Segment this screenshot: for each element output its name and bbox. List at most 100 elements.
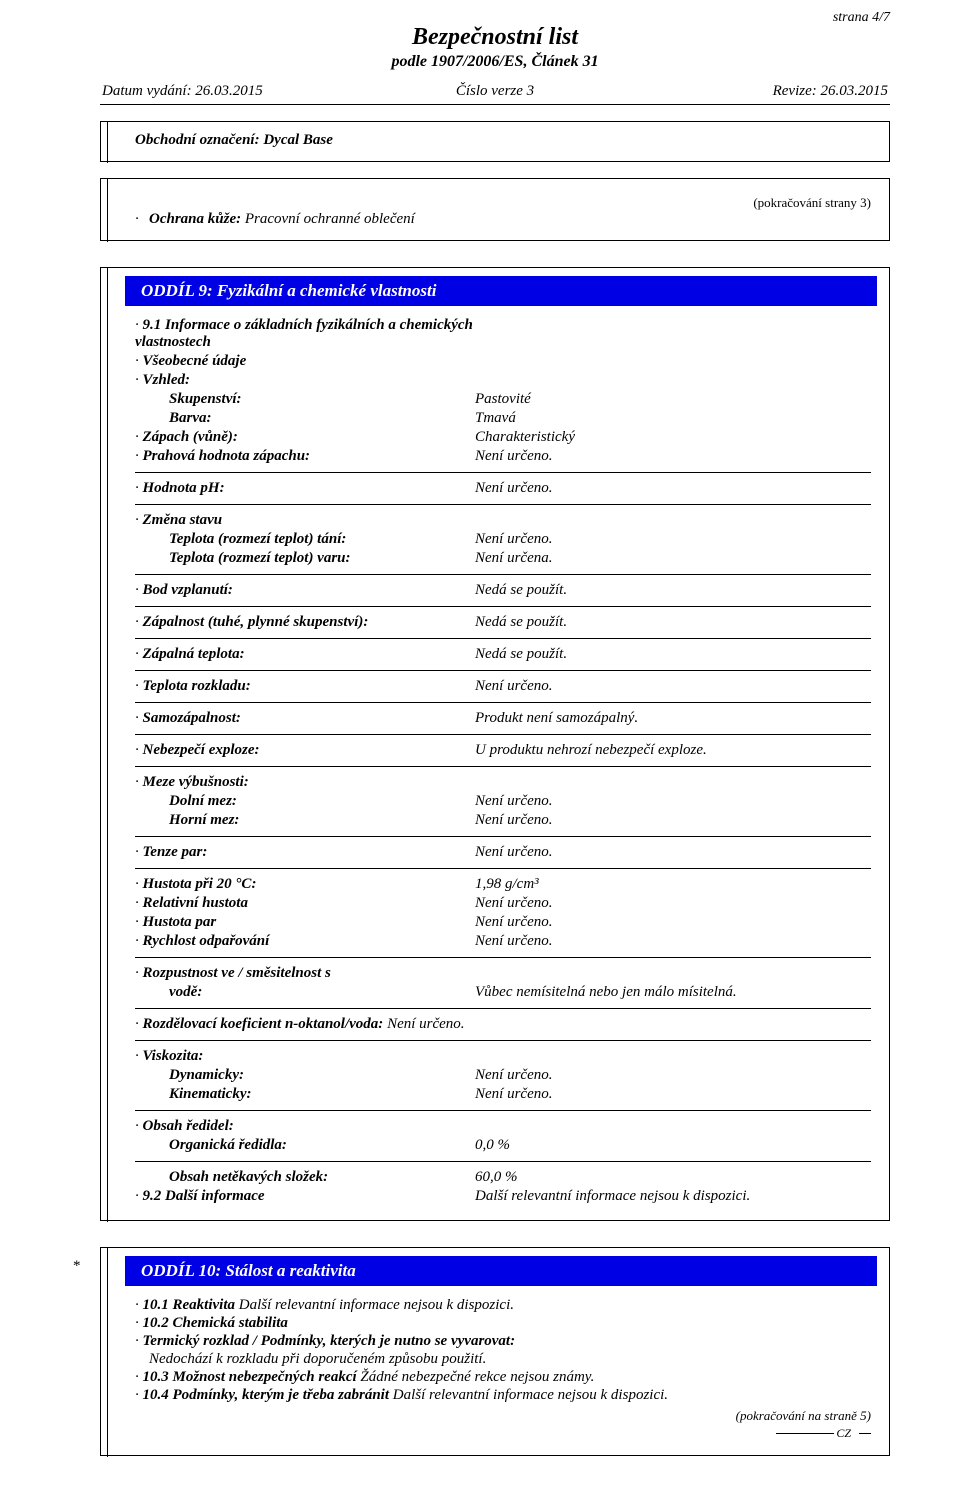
s9-vap-density-value: Není určeno. — [475, 914, 871, 931]
skin-protection-line: ·Ochrana kůže: Pracovní ochranné oblečen… — [135, 211, 871, 228]
s9-density20-label: Hustota při 20 °C: — [143, 876, 257, 892]
country-code-row: CZ — [135, 1426, 871, 1441]
s9-flash-value: Nedá se použít. — [475, 582, 871, 599]
s9-expl-lower-value: Není určeno. — [475, 793, 871, 810]
s9-decomp-value: Není určeno. — [475, 678, 871, 695]
s9-evap-rate-value: Není určeno. — [475, 933, 871, 950]
s9-flammability-value: Nedá se použít. — [475, 614, 871, 631]
s9-evap-rate-label: Rychlost odpařování — [143, 933, 270, 949]
section-9-divider — [135, 1008, 871, 1009]
s10-line-4: Nedochází k rozkladu při doporučeném způ… — [135, 1351, 871, 1368]
section-9-body: · 9.1 Informace o základních fyzikálních… — [101, 306, 889, 1220]
section-9-divider — [135, 1040, 871, 1041]
s9-state-label: Skupenství: — [135, 391, 475, 408]
issue-date: Datum vydání: 26.03.2015 — [102, 83, 364, 100]
section-9-divider — [135, 836, 871, 837]
continuation-from-previous: (pokračování strany 3) — [135, 195, 871, 211]
continuation-box: (pokračování strany 3) ·Ochrana kůže: Pr… — [100, 178, 890, 241]
section-9-divider — [135, 606, 871, 607]
section-9-divider — [135, 504, 871, 505]
s9-sol-water-label: vodě: — [135, 984, 475, 1001]
trade-name: Obchodní označení: Dycal Base — [135, 132, 871, 149]
s9-boiling-value: Není určena. — [475, 550, 871, 567]
section-9-divider — [135, 766, 871, 767]
version-number: Číslo verze 3 — [364, 83, 626, 100]
s9-org-solvent-value: 0,0 % — [475, 1137, 871, 1154]
revision-date: Revize: 26.03.2015 — [626, 83, 888, 100]
section-9-divider — [135, 734, 871, 735]
section-9-header: ODDÍL 9: Fyzikální a chemické vlastnosti — [125, 276, 877, 306]
continuation-next-page: (pokračování na straně 5) — [135, 1408, 871, 1424]
page-number: strana 4/7 — [833, 10, 890, 26]
s9-viscosity-head: Viskozita: — [143, 1048, 204, 1064]
s9-heading-9-2: 9.2 Další informace — [143, 1188, 265, 1204]
s9-solvent-head: Obsah ředidel: — [143, 1118, 234, 1134]
s9-vap-pressure-label: Tenze par: — [143, 844, 208, 860]
s9-expl-upper-value: Není určeno. — [475, 812, 871, 829]
s9-colour-value: Tmavá — [475, 410, 871, 427]
page: strana 4/7 Bezpečnostní list podle 1907/… — [0, 0, 960, 1489]
s9-melting-value: Není určeno. — [475, 531, 871, 548]
section-9-divider — [135, 574, 871, 575]
s9-solids-value: 60,0 % — [475, 1169, 871, 1186]
section-10-box: * ODDÍL 10: Stálost a reaktivita · 10.1 … — [100, 1247, 890, 1456]
s9-ph-value: Není určeno. — [475, 480, 871, 497]
s9-rel-density-label: Relativní hustota — [143, 895, 248, 911]
s9-part-coef-label: Rozdělovací koeficient n-oktanol/voda: — [143, 1016, 384, 1032]
s9-colour-label: Barva: — [135, 410, 475, 427]
s9-solubility-head: Rozpustnost ve / směsitelnost s — [143, 965, 331, 981]
s9-odour-value: Charakteristický — [475, 429, 871, 446]
s9-decomp-label: Teplota rozkladu: — [143, 678, 251, 694]
s9-sol-water-value: Vůbec nemísitelná nebo jen málo mísiteln… — [475, 984, 871, 1001]
asterisk-icon: * — [73, 1258, 81, 1275]
section-9-divider — [135, 868, 871, 869]
s10-line-3: · Termický rozklad / Podmínky, kterých j… — [135, 1333, 871, 1350]
section-10-body: · 10.1 Reaktivita Další relevantní infor… — [101, 1286, 889, 1455]
section-9-divider — [135, 1110, 871, 1111]
s9-ignition-value: Nedá se použít. — [475, 646, 871, 663]
s9-melting-label: Teplota (rozmezí teplot) tání: — [135, 531, 475, 548]
section-9-divider — [135, 670, 871, 671]
s9-state-value: Pastovité — [475, 391, 871, 408]
s9-rel-density-value: Není určeno. — [475, 895, 871, 912]
s9-density20-value: 1,98 g/cm³ — [475, 876, 871, 893]
document-subtitle: podle 1907/2006/ES, Článek 31 — [100, 53, 890, 71]
meta-row: Datum vydání: 26.03.2015 Číslo verze 3 R… — [100, 83, 890, 100]
s9-explosion-value: U produktu nehrozí nebezpečí exploze. — [475, 742, 871, 759]
section-9-divider — [135, 638, 871, 639]
s9-explosion-label: Nebezpečí exploze: — [143, 742, 260, 758]
document-title: Bezpečnostní list — [100, 24, 890, 51]
s10-line-5: · 10.3 Možnost nebezpečných reakcí Žádné… — [135, 1369, 871, 1386]
s9-appearance: Vzhled: — [143, 372, 191, 388]
skin-protection-label: Ochrana kůže: — [149, 211, 241, 227]
s9-flash-label: Bod vzplanutí: — [143, 582, 233, 598]
s10-line-6: · 10.4 Podmínky, kterým je třeba zabráni… — [135, 1387, 871, 1404]
s9-odour-thresh-label: Prahová hodnota zápachu: — [143, 448, 311, 464]
s9-odour-label: Zápach (vůně): — [143, 429, 238, 445]
s10-line-2: · 10.2 Chemická stabilita — [135, 1315, 871, 1332]
section-9-box: ODDÍL 9: Fyzikální a chemické vlastnosti… — [100, 267, 890, 1221]
s9-visc-kin-label: Kinematicky: — [135, 1086, 475, 1103]
section-10-header: ODDÍL 10: Stálost a reaktivita — [125, 1256, 877, 1286]
country-code: CZ — [836, 1426, 851, 1441]
s9-expl-lower-label: Dolní mez: — [135, 793, 475, 810]
s9-visc-dyn-value: Není určeno. — [475, 1067, 871, 1084]
s9-vap-density-label: Hustota par — [143, 914, 217, 930]
section-9-divider — [135, 1161, 871, 1162]
s10-line-1: · 10.1 Reaktivita Další relevantní infor… — [135, 1297, 871, 1314]
s9-visc-kin-value: Není určeno. — [475, 1086, 871, 1103]
s9-9-2-value: Další relevantní informace nejsou k disp… — [475, 1188, 871, 1205]
section-9-divider — [135, 472, 871, 473]
s9-state-change: Změna stavu — [143, 512, 223, 528]
s9-odour-thresh-value: Není určeno. — [475, 448, 871, 465]
header-divider — [100, 104, 890, 105]
s9-ignition-label: Zápalná teplota: — [143, 646, 245, 662]
s9-autoignition-value: Produkt není samozápalný. — [475, 710, 871, 727]
skin-protection-value: Pracovní ochranné oblečení — [245, 211, 415, 227]
s9-visc-dyn-label: Dynamicky: — [135, 1067, 475, 1084]
s9-flammability-label: Zápalnost (tuhé, plynné skupenství): — [143, 614, 369, 630]
s9-vap-pressure-value: Není určeno. — [475, 844, 871, 861]
s9-heading-9-1: 9.1 Informace o základních fyzikálních a… — [135, 317, 473, 350]
s9-expl-upper-label: Horní mez: — [135, 812, 475, 829]
trade-name-box: Obchodní označení: Dycal Base — [100, 121, 890, 162]
